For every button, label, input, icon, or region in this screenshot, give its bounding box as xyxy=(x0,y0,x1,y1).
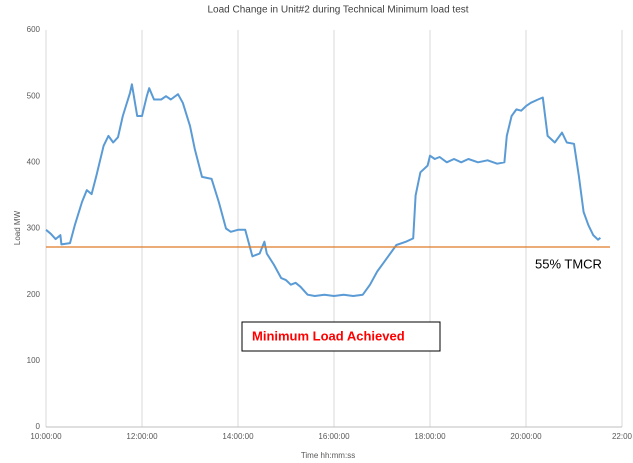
y-tick-label: 200 xyxy=(27,290,41,299)
x-tick-label: 18:00:00 xyxy=(414,432,446,441)
x-tick-label: 10:00:00 xyxy=(30,432,62,441)
x-tick-label: 20:00:00 xyxy=(510,432,542,441)
y-tick-label: 0 xyxy=(36,422,41,431)
y-tick-label: 500 xyxy=(27,91,41,100)
chart-title: Load Change in Unit#2 during Technical M… xyxy=(207,5,468,16)
x-tick-label: 16:00:00 xyxy=(318,432,350,441)
y-tick-label: 600 xyxy=(27,25,41,34)
annotation-box xyxy=(241,321,441,352)
x-axis-label: Time hh:mm:ss xyxy=(301,451,355,460)
series-line xyxy=(45,83,602,297)
y-tick-label: 300 xyxy=(27,224,41,233)
reference-label: 55% TMCR xyxy=(535,256,602,271)
y-tick-label: 400 xyxy=(27,157,41,166)
y-tick-label: 100 xyxy=(27,356,41,365)
x-tick-label: 22:00 xyxy=(612,432,633,441)
annotation: Minimum Load Achieved xyxy=(252,328,405,343)
x-tick-label: 12:00:00 xyxy=(126,432,158,441)
y-axis-label: Load MW xyxy=(13,210,22,245)
x-tick-label: 14:00:00 xyxy=(222,432,254,441)
